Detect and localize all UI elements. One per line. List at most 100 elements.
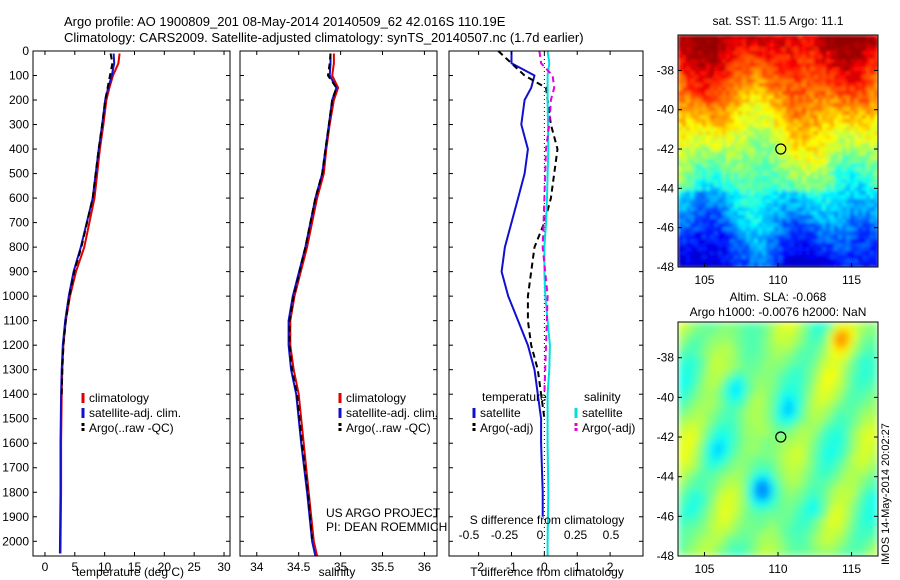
map-cell bbox=[734, 179, 739, 184]
map-cell bbox=[850, 143, 855, 148]
map-cell bbox=[850, 362, 855, 367]
map-cell bbox=[746, 418, 751, 424]
map-cell bbox=[678, 443, 683, 448]
map-cell bbox=[698, 35, 703, 40]
map-cell bbox=[770, 378, 775, 384]
map-cell bbox=[726, 203, 731, 208]
map-cell bbox=[690, 382, 695, 388]
series-line bbox=[289, 53, 340, 557]
map-cell bbox=[822, 199, 827, 204]
map-cell bbox=[706, 330, 711, 335]
map-cell bbox=[770, 135, 775, 140]
map-cell bbox=[698, 191, 703, 196]
map-cell bbox=[850, 159, 855, 164]
map-cell bbox=[698, 398, 703, 404]
map-cell bbox=[814, 67, 819, 72]
map-cell bbox=[862, 159, 867, 164]
map-cell bbox=[874, 243, 878, 248]
map-cell bbox=[694, 366, 699, 372]
map-cell bbox=[758, 386, 763, 392]
map-cell bbox=[850, 227, 855, 232]
map-cell bbox=[866, 71, 871, 76]
map-cell bbox=[758, 455, 763, 460]
map-cell bbox=[802, 410, 807, 416]
map-cell bbox=[682, 467, 687, 472]
map-cell bbox=[690, 239, 695, 244]
map-cell bbox=[762, 354, 767, 359]
map-cell bbox=[734, 386, 739, 392]
map-cell bbox=[782, 203, 787, 208]
map-cell bbox=[834, 402, 839, 408]
map-cell bbox=[830, 434, 835, 440]
map-cell bbox=[786, 439, 791, 444]
map-cell bbox=[706, 243, 711, 248]
map-cell bbox=[698, 131, 703, 136]
map-cell bbox=[858, 35, 863, 40]
map-cell bbox=[742, 366, 747, 372]
map-cell bbox=[778, 346, 783, 351]
map-cell bbox=[754, 406, 759, 412]
map-cell bbox=[766, 123, 771, 128]
map-cell bbox=[766, 159, 771, 164]
map-cell bbox=[806, 147, 811, 152]
map-cell bbox=[826, 390, 831, 396]
map-cell bbox=[710, 143, 715, 148]
map-cell bbox=[722, 71, 727, 76]
map-cell bbox=[774, 43, 779, 48]
map-cell bbox=[774, 67, 779, 72]
map-cell bbox=[774, 338, 779, 343]
map-cell bbox=[734, 103, 739, 108]
map-cell bbox=[754, 342, 759, 347]
map-cell bbox=[686, 322, 691, 327]
map-cell bbox=[822, 354, 827, 359]
map-cell bbox=[754, 350, 759, 355]
map-cell bbox=[814, 179, 819, 184]
map-cell bbox=[818, 155, 823, 160]
map-cell bbox=[786, 79, 791, 84]
map-cell bbox=[842, 199, 847, 204]
map-cell bbox=[750, 239, 755, 244]
map-cell bbox=[798, 422, 803, 428]
map-cell bbox=[770, 342, 775, 347]
map-cell bbox=[786, 459, 791, 464]
map-cell bbox=[794, 227, 799, 232]
map-cell bbox=[682, 79, 687, 84]
map-cell bbox=[766, 83, 771, 88]
x-tick-label: 0 bbox=[42, 560, 49, 574]
map-cell bbox=[762, 390, 767, 396]
map-cell bbox=[754, 127, 759, 132]
map-cell bbox=[818, 191, 823, 196]
map-cell bbox=[718, 422, 723, 428]
map-cell bbox=[778, 103, 783, 108]
map-cell bbox=[766, 430, 771, 436]
map-cell bbox=[854, 155, 859, 160]
map-cell bbox=[766, 322, 771, 327]
map-cell bbox=[786, 231, 791, 236]
map-cell bbox=[782, 123, 787, 128]
map-cell bbox=[814, 346, 819, 351]
map-cell bbox=[714, 183, 719, 188]
map-cell bbox=[810, 370, 815, 376]
map-cell bbox=[854, 414, 859, 420]
map-cell bbox=[814, 219, 819, 224]
map-cell bbox=[842, 119, 847, 124]
map-cell bbox=[750, 422, 755, 428]
map-cell bbox=[754, 455, 759, 460]
map-cell bbox=[690, 386, 695, 392]
map-cell bbox=[858, 111, 863, 116]
map-cell bbox=[694, 39, 699, 44]
map-cell bbox=[698, 378, 703, 384]
map-cell bbox=[750, 378, 755, 384]
map-cell bbox=[738, 414, 743, 420]
map-cell bbox=[762, 63, 767, 68]
map-cell bbox=[690, 338, 695, 343]
map-cell bbox=[702, 39, 707, 44]
map-cell bbox=[822, 43, 827, 48]
map-cell bbox=[814, 163, 819, 168]
map-cell bbox=[718, 219, 723, 224]
map-cell bbox=[782, 195, 787, 200]
map-cell bbox=[842, 374, 847, 380]
map-cell bbox=[826, 382, 831, 388]
map-cell bbox=[726, 103, 731, 108]
map-cell bbox=[718, 163, 723, 168]
